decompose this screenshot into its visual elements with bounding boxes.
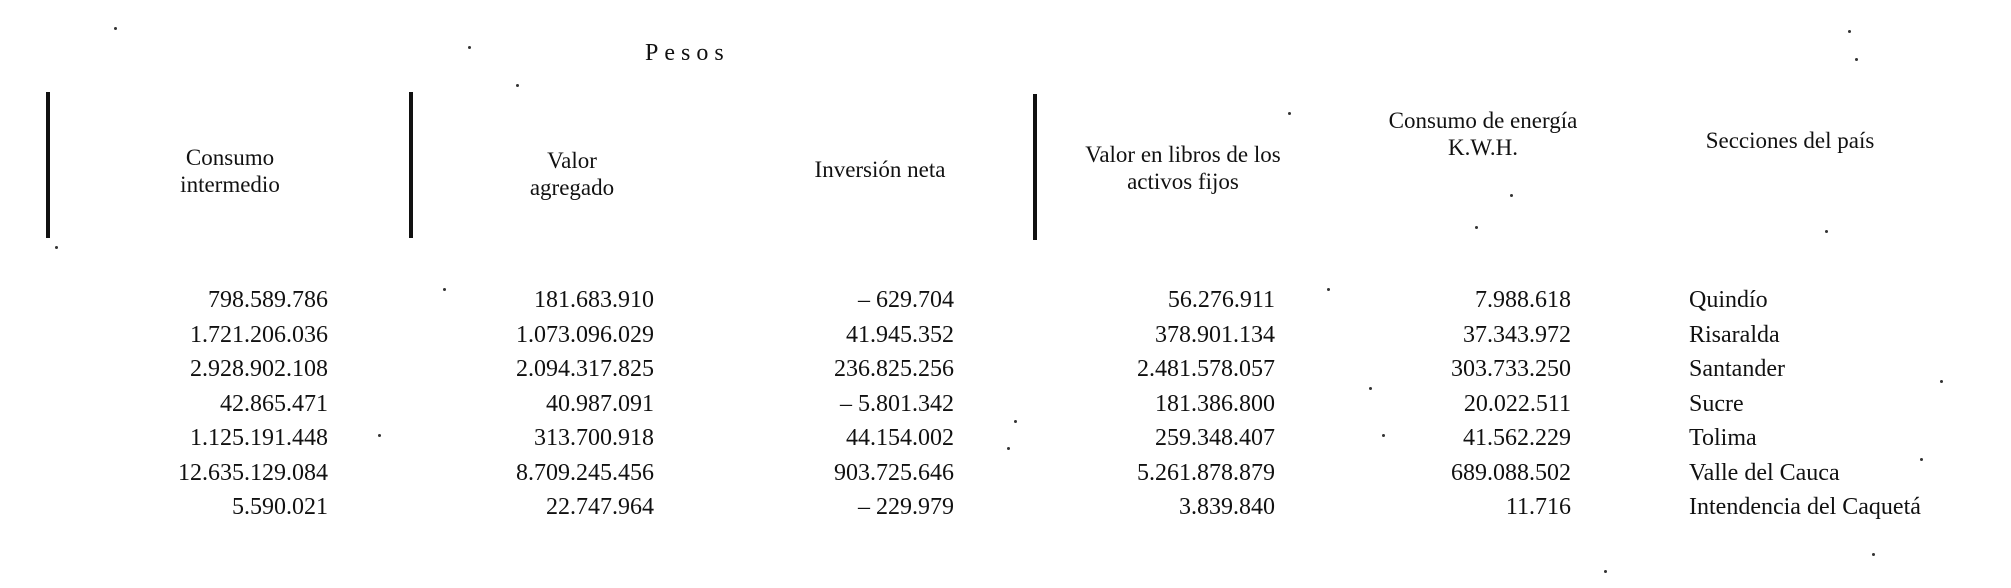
column-divider-right	[1033, 94, 1037, 240]
header-consumo-energia: Consumo de energía K.W.H.	[1388, 108, 1578, 160]
scan-speck	[468, 46, 471, 49]
table-cell: 303.733.250	[1451, 356, 1571, 382]
column-consumo-intermedio: 798.589.786 1.721.206.036 2.928.902.108 …	[178, 283, 328, 525]
table-cell: Intendencia del Caquetá	[1689, 494, 1921, 520]
header-valor-agregado: Valor agregado	[529, 148, 615, 200]
table-cell: 236.825.256	[834, 356, 954, 382]
table-cell: 378.901.134	[1155, 321, 1275, 348]
scan-speck	[378, 434, 381, 437]
scan-speck	[1604, 570, 1607, 573]
header-secciones: Secciones del país	[1705, 128, 1875, 153]
scan-speck	[1825, 230, 1828, 233]
scan-speck	[1855, 58, 1858, 61]
scan-speck	[1288, 112, 1291, 115]
table-cell: 313.700.918	[534, 425, 654, 451]
table-cell: 11.716	[1505, 494, 1571, 520]
table-cell: 8.709.245.456	[516, 459, 654, 486]
table-cell: 1.125.191.448	[190, 425, 328, 451]
header-inversion-neta: Inversión neta	[814, 157, 946, 182]
table-cell: 37.343.972	[1463, 321, 1571, 348]
table-cell: 689.088.502	[1451, 459, 1571, 486]
scan-speck	[1014, 420, 1017, 423]
column-consumo-energia: 7.988.618 37.343.972 303.733.250 20.022.…	[1451, 283, 1571, 525]
table-cell: Santander	[1689, 356, 1785, 382]
table-cell: 42.865.471	[220, 390, 328, 417]
table-cell: 1.073.096.029	[516, 321, 654, 348]
table-cell: 56.276.911	[1167, 287, 1275, 313]
scan-speck	[1475, 226, 1478, 229]
table-cell: – 5.801.342	[840, 390, 954, 417]
header-valor-libros: Valor en libros de los activos fijos	[1085, 142, 1281, 194]
scan-speck	[1369, 387, 1372, 390]
scan-speck	[1920, 458, 1923, 461]
column-divider-middle	[409, 92, 413, 238]
table-cell: 2.094.317.825	[516, 356, 654, 382]
table-cell: 2.928.902.108	[190, 356, 328, 382]
table-cell: 40.987.091	[546, 390, 654, 417]
table-cell: 903.725.646	[834, 459, 954, 486]
table-cell: 41.562.229	[1463, 425, 1571, 451]
table-cell: 41.945.352	[846, 321, 954, 348]
table-cell: 5.261.878.879	[1137, 459, 1275, 486]
table-cell: 20.022.511	[1463, 390, 1571, 417]
table-cell: 259.348.407	[1155, 425, 1275, 451]
header-consumo-intermedio: Consumo intermedio	[180, 145, 280, 197]
column-inversion-neta: – 629.704 41.945.352 236.825.256 – 5.801…	[834, 283, 954, 525]
scan-speck	[1382, 434, 1385, 437]
table-cell: 3.839.840	[1179, 494, 1275, 520]
table-cell: 1.721.206.036	[190, 321, 328, 348]
table-cell: Sucre	[1689, 390, 1744, 417]
scan-speck	[443, 288, 446, 291]
scan-speck	[55, 246, 58, 249]
table-cell: Valle del Cauca	[1689, 459, 1840, 486]
column-divider-left	[46, 92, 50, 238]
scan-speck	[1872, 553, 1875, 556]
scan-speck	[114, 27, 117, 30]
table-cell: 181.386.800	[1155, 390, 1275, 417]
scan-speck	[1848, 30, 1851, 33]
table-cell: 5.590.021	[232, 494, 328, 520]
table-cell: 7.988.618	[1475, 287, 1571, 313]
table-cell: 44.154.002	[846, 425, 954, 451]
scan-speck	[1940, 380, 1943, 383]
table-cell: Quindío	[1689, 287, 1768, 313]
scan-speck	[516, 84, 519, 87]
table-cell: – 229.979	[858, 494, 954, 520]
table-cell: 2.481.578.057	[1137, 356, 1275, 382]
table-cell: – 629.704	[858, 287, 954, 313]
table-cell: 181.683.910	[534, 287, 654, 313]
table-cell: Risaralda	[1689, 321, 1780, 348]
scan-speck	[1327, 288, 1330, 291]
column-secciones: Quindío Risaralda Santander Sucre Tolima…	[1689, 283, 1921, 525]
table-cell: Tolima	[1689, 425, 1757, 451]
scan-speck	[1007, 447, 1010, 450]
currency-heading: Pesos	[645, 40, 730, 66]
table-cell: 22.747.964	[546, 494, 654, 520]
scan-speck	[1510, 194, 1513, 197]
column-valor-agregado: 181.683.910 1.073.096.029 2.094.317.825 …	[516, 283, 654, 525]
table-cell: 12.635.129.084	[178, 459, 328, 486]
table-cell: 798.589.786	[208, 287, 328, 313]
column-valor-libros: 56.276.911 378.901.134 2.481.578.057 181…	[1137, 283, 1275, 525]
